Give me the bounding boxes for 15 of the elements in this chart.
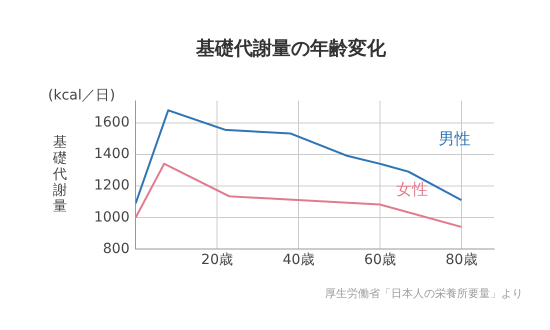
y-tick-label: 1200 xyxy=(94,178,130,194)
text: (kcal／日) xyxy=(48,88,116,104)
y-tick-label: 1400 xyxy=(94,146,130,162)
y-tick-label: 800 xyxy=(102,240,130,257)
series-label: 女性 xyxy=(396,180,428,199)
x-tick-label: 80歳 xyxy=(446,252,478,268)
y-tick-label: 1600 xyxy=(94,114,130,131)
text: 男性 xyxy=(438,128,470,148)
text: 厚生労働省「日本人の栄養所要量」より xyxy=(325,286,523,300)
x-tick-label: 20歳 xyxy=(201,252,233,268)
x-tick-label: 40歳 xyxy=(282,252,314,268)
x-tick-label: 60歳 xyxy=(364,252,396,268)
y-axis-title: 基礎代謝量 xyxy=(52,134,67,215)
y-tick-label: 1000 xyxy=(94,209,130,226)
chart-title: 基礎代謝量の年齢変化 xyxy=(195,37,387,60)
